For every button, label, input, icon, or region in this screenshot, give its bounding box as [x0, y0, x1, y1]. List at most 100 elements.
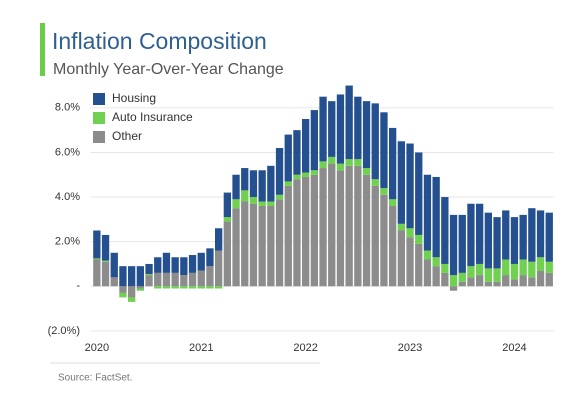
- bar-segment: [258, 170, 266, 202]
- bar-segment: [467, 203, 475, 267]
- bar-segment: [232, 199, 240, 209]
- bar-segment: [136, 266, 145, 287]
- bar-segment: [267, 205, 275, 287]
- bar-segment: [258, 201, 266, 206]
- bar-segment: [293, 174, 301, 180]
- bar-segment: [241, 190, 249, 202]
- bar-segment: [458, 214, 466, 273]
- bar-segment: [536, 210, 545, 258]
- bar-segment: [93, 259, 101, 287]
- bar-segment: [467, 266, 475, 278]
- bar-segment: [449, 214, 458, 276]
- bar-segment: [432, 257, 440, 267]
- bar-segment: [145, 263, 153, 274]
- bar-segment: [101, 260, 110, 262]
- bar-segment: [345, 165, 353, 287]
- bar-segment: [241, 201, 249, 287]
- legend-label: Housing: [112, 91, 156, 105]
- y-tick-label: 2.0%: [55, 236, 80, 248]
- bar-segment: [493, 281, 501, 287]
- bar-segment: [162, 286, 171, 289]
- bar-segment: [406, 237, 414, 287]
- bar-segment: [397, 223, 406, 231]
- bar-segment: [214, 250, 223, 287]
- chart-title: Inflation Composition: [52, 28, 267, 54]
- bar-segment: [536, 270, 545, 287]
- source: Source: FactSet.: [58, 373, 132, 384]
- bar-segment: [171, 257, 179, 273]
- bar-segment: [197, 270, 205, 287]
- bar-segment: [519, 214, 527, 260]
- bar-segment: [232, 174, 240, 200]
- bar-segment: [510, 263, 519, 280]
- bar-segment: [354, 159, 362, 166]
- bar-segment: [502, 259, 510, 276]
- bar-segment: [180, 257, 188, 276]
- bar-segment: [388, 127, 397, 200]
- bar-segment: [180, 286, 188, 289]
- bar-segment: [101, 261, 110, 287]
- legend-swatch: [93, 112, 105, 124]
- bar-segment: [432, 176, 440, 258]
- bar-segment: [110, 277, 118, 287]
- bar-segment: [127, 266, 136, 287]
- x-tick-label: 2022: [293, 342, 317, 354]
- bar-segment: [301, 176, 310, 287]
- bar-segment: [119, 286, 127, 293]
- bar-segment: [371, 103, 379, 180]
- bar-segment: [197, 252, 205, 271]
- bar-segment: [275, 194, 284, 200]
- bar-segment: [345, 159, 353, 166]
- bar-segment: [206, 266, 214, 287]
- bar-segment: [319, 161, 327, 169]
- bar-segment: [388, 199, 397, 206]
- legend-label: Other: [112, 129, 142, 143]
- bar-segment: [127, 286, 136, 298]
- bar-segment: [171, 272, 179, 287]
- bar-segment: [232, 208, 240, 287]
- bar-segment: [188, 286, 197, 289]
- bar-segment: [319, 96, 327, 162]
- bar-segment: [267, 201, 275, 206]
- bar-segment: [171, 286, 179, 289]
- bar-segment: [545, 272, 553, 287]
- bar-segment: [345, 85, 353, 160]
- bar-segment: [249, 170, 258, 198]
- bar-segment: [371, 185, 379, 287]
- bar-segment: [336, 94, 345, 164]
- bar-segment: [371, 179, 379, 186]
- bar-segment: [188, 255, 197, 273]
- bar-segment: [510, 279, 519, 287]
- bar-segment: [415, 234, 423, 244]
- bar-segment: [545, 212, 553, 262]
- legend-swatch: [93, 93, 105, 105]
- y-tick-label: 8.0%: [55, 102, 80, 114]
- bar-segment: [397, 141, 406, 224]
- y-tick-label: (2.0%): [48, 325, 80, 337]
- bar-segment: [284, 134, 292, 182]
- bar-segment: [475, 263, 484, 276]
- bar-segment: [406, 228, 414, 238]
- bar-segment: [415, 243, 423, 287]
- bar-segment: [197, 286, 205, 289]
- bar-segment: [154, 286, 162, 289]
- bar-segment: [528, 208, 536, 262]
- bar-segment: [380, 188, 388, 195]
- bar-segment: [362, 168, 371, 175]
- bar-segment: [449, 286, 458, 291]
- bar-segment: [162, 252, 171, 273]
- bar-segment: [223, 221, 232, 287]
- bar-segment: [93, 258, 101, 260]
- bar-segment: [180, 275, 188, 287]
- bar-segment: [223, 192, 232, 218]
- bar-segment: [188, 272, 197, 287]
- bar-segment: [214, 286, 223, 289]
- y-tick-label: 6.0%: [55, 146, 80, 158]
- bar-segment: [423, 259, 432, 287]
- bar-segment: [510, 217, 519, 264]
- legend-swatch: [93, 131, 105, 143]
- y-tick-label: -: [76, 280, 80, 292]
- bar-segment: [380, 112, 388, 189]
- bar-segment: [336, 163, 345, 171]
